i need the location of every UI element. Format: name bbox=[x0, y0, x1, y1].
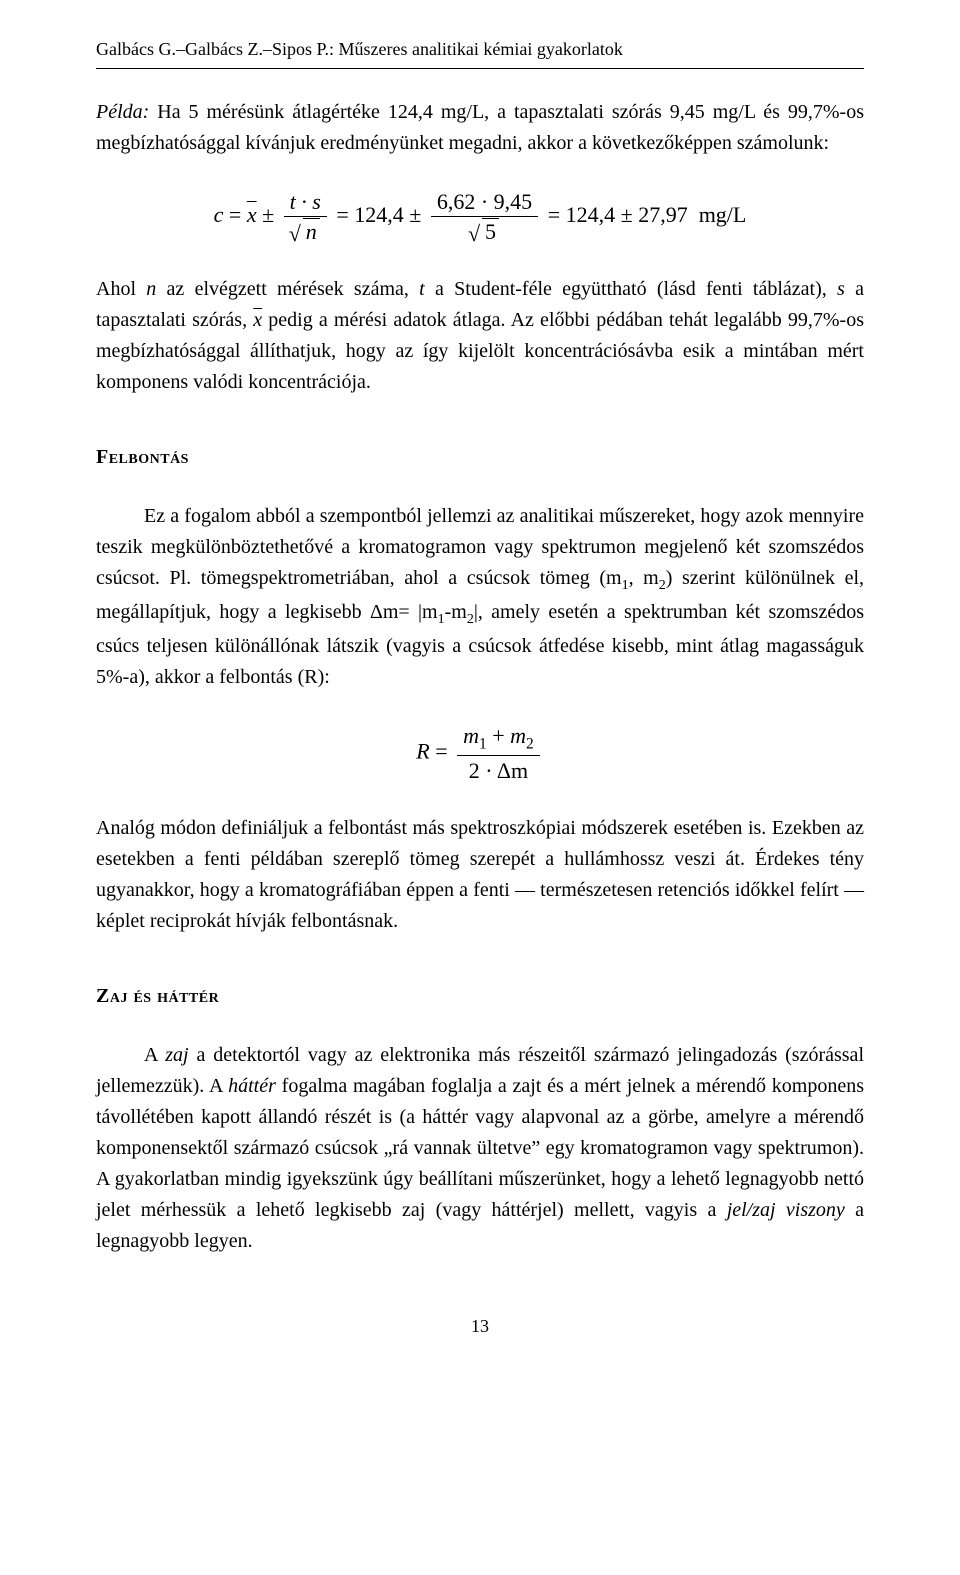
f2-frac: m1 + m2 2 · Δm bbox=[457, 723, 540, 783]
f1-val2: 124,4 bbox=[566, 202, 616, 227]
section-heading-felbontas: Felbontás bbox=[96, 442, 864, 473]
header-rule bbox=[96, 68, 864, 69]
explanation-paragraph: Ahol n az elvégzett mérések száma, t a S… bbox=[96, 274, 864, 398]
f1-unit-text: mg/L bbox=[699, 202, 747, 227]
fb-sub2: 2 bbox=[659, 578, 666, 593]
hatter-word: háttér bbox=[228, 1075, 276, 1097]
zaj-a: A bbox=[144, 1044, 165, 1066]
exp-b: az elvégzett mérések száma, bbox=[156, 278, 419, 300]
f2-num: m1 + m2 bbox=[457, 723, 540, 756]
f1-frac1-den: n bbox=[284, 217, 327, 244]
formula-confidence-interval: c = x ± t · s n = 124,4 ± 6,62 · 9,45 5 … bbox=[96, 189, 864, 245]
page-number: 13 bbox=[96, 1313, 864, 1341]
f1-rad-5: 5 bbox=[482, 218, 499, 244]
fb-sep: , m bbox=[629, 567, 659, 589]
f1-lhs: c bbox=[214, 202, 224, 227]
exp-n: n bbox=[146, 278, 156, 300]
exp-a: Ahol bbox=[96, 278, 146, 300]
f2-num-a: m bbox=[463, 723, 479, 748]
f1-pm2: ± bbox=[409, 202, 421, 227]
f1-eq3: = bbox=[548, 202, 560, 227]
f1-eq2: = bbox=[336, 202, 348, 227]
f1-frac2-num: 6,62 · 9,45 bbox=[431, 189, 538, 217]
f1-err: 27,97 bbox=[638, 202, 688, 227]
exp-c: a Student-féle együttható (lásd fenti tá… bbox=[425, 278, 837, 300]
f1-pm1: ± bbox=[262, 202, 274, 227]
f1-rad-n: n bbox=[303, 218, 320, 244]
example-lead: Példa: bbox=[96, 101, 149, 123]
f2-num-s1: 1 bbox=[479, 735, 487, 752]
f1-frac1: t · s n bbox=[284, 189, 327, 245]
f1-sqrt-n: n bbox=[291, 219, 320, 244]
zaj-word: zaj bbox=[165, 1044, 188, 1066]
fb-sub1b: 1 bbox=[438, 612, 445, 627]
f1-sqrt-5: 5 bbox=[470, 219, 499, 244]
f1-eq1: = bbox=[229, 202, 241, 227]
f2-num-plus: + bbox=[487, 723, 510, 748]
f1-xbar: x bbox=[247, 202, 257, 227]
zaj-paragraph: A zaj a detektortól vagy az elektronika … bbox=[96, 1040, 864, 1257]
fb-minus: -m bbox=[445, 601, 467, 623]
exp-s: s bbox=[837, 278, 845, 300]
f2-den: 2 · Δm bbox=[457, 756, 540, 783]
section-heading-zaj: Zaj és háttér bbox=[96, 981, 864, 1012]
fb-sub1: 1 bbox=[622, 578, 629, 593]
jelzaj-word: jel/zaj viszony bbox=[727, 1199, 845, 1221]
f2-R: R bbox=[416, 738, 429, 763]
exp-xbar: x bbox=[253, 309, 262, 331]
f2-num-b: m bbox=[510, 723, 526, 748]
formula-resolution: R = m1 + m2 2 · Δm bbox=[96, 723, 864, 783]
page: Galbács G.–Galbács Z.–Sipos P.: Műszeres… bbox=[0, 0, 960, 1401]
felbontas-paragraph: Ez a fogalom abból a szempontból jellemz… bbox=[96, 501, 864, 692]
f1-frac1-num: t · s bbox=[284, 189, 327, 217]
f1-frac2-den: 5 bbox=[431, 217, 538, 244]
f2-num-s2: 2 bbox=[526, 735, 534, 752]
f1-frac2: 6,62 · 9,45 5 bbox=[431, 189, 538, 245]
example-paragraph: Példa: Ha 5 mérésünk átlagértéke 124,4 m… bbox=[96, 97, 864, 159]
fb-sub2b: 2 bbox=[467, 612, 474, 627]
felbontas-after: Analóg módon definiáljuk a felbontást má… bbox=[96, 813, 864, 937]
f1-pm3: ± bbox=[621, 202, 633, 227]
running-head: Galbács G.–Galbács Z.–Sipos P.: Műszeres… bbox=[96, 36, 864, 64]
f2-eq: = bbox=[435, 738, 447, 763]
example-text: Ha 5 mérésünk átlagértéke 124,4 mg/L, a … bbox=[96, 101, 864, 154]
f1-val1: 124,4 bbox=[354, 202, 404, 227]
